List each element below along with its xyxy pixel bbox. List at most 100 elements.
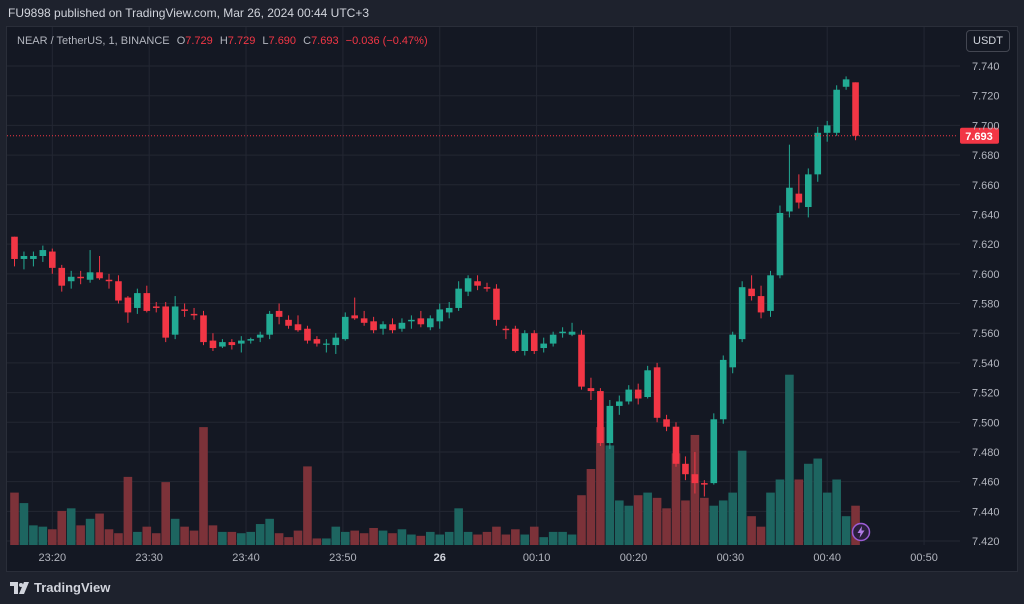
- candle-body: [20, 256, 28, 259]
- candle-body: [578, 334, 585, 387]
- last-price-label: 7.693: [965, 131, 993, 143]
- candle-body: [313, 339, 321, 344]
- candle-body: [408, 319, 415, 322]
- candle-body: [115, 281, 122, 301]
- y-tick-label: 7.660: [972, 180, 1000, 192]
- candle-body: [219, 342, 226, 347]
- volume-bar: [785, 374, 794, 545]
- volume-bar: [142, 526, 152, 545]
- volume-bar: [104, 529, 114, 545]
- candle-body: [795, 193, 803, 203]
- volume-bar: [416, 535, 426, 545]
- y-tick-label: 7.500: [972, 417, 1000, 429]
- volume-bar: [227, 531, 237, 545]
- volume-bar: [766, 492, 775, 545]
- high-label: H: [219, 35, 228, 47]
- volume-bar: [133, 531, 142, 545]
- x-tick-label: 00:50: [910, 552, 938, 564]
- volume-bar: [520, 534, 530, 545]
- candle-body: [39, 250, 47, 256]
- y-tick-label: 7.540: [972, 358, 1000, 370]
- candle-body: [285, 319, 292, 326]
- x-tick-label: 26: [434, 552, 446, 564]
- volume-bar: [615, 500, 624, 545]
- candle-body: [304, 328, 311, 341]
- low-value: 7.690: [268, 35, 297, 47]
- candle-body: [767, 275, 774, 311]
- candle-body: [710, 419, 718, 484]
- last-price-badge: [960, 127, 999, 144]
- y-tick-label: 7.420: [972, 536, 1000, 548]
- y-tick-label: 7.640: [972, 209, 1000, 221]
- candle-body: [341, 316, 349, 340]
- volume-bar: [804, 463, 813, 545]
- volume-bar: [492, 526, 501, 545]
- candle-body: [134, 293, 141, 308]
- candle-body: [445, 307, 453, 313]
- volume-bar: [567, 534, 577, 545]
- y-tick-label: 7.440: [972, 506, 1000, 518]
- symbol-legend: NEAR / TetherUS, 1, BINANCE O7.729 H7.72…: [17, 35, 428, 47]
- candle-body: [540, 343, 547, 349]
- volume-bar: [747, 516, 756, 545]
- volume-bar: [662, 508, 671, 545]
- candle-body: [729, 334, 736, 368]
- candle-body: [58, 267, 66, 286]
- volume-bar: [303, 466, 312, 545]
- volume-bar: [38, 526, 48, 545]
- x-tick-label: 00:10: [523, 552, 551, 564]
- candle-body: [389, 324, 396, 331]
- volume-bar: [322, 538, 331, 545]
- volume-bar: [426, 531, 435, 545]
- volume-bar: [596, 427, 605, 545]
- volume-bar: [813, 458, 823, 545]
- lightning-icon[interactable]: [851, 522, 871, 542]
- candle-body: [105, 279, 113, 282]
- tradingview-brand[interactable]: TradingView: [10, 580, 110, 595]
- volume-bar: [369, 527, 378, 545]
- candle-body: [30, 256, 37, 259]
- volume-bar: [671, 453, 681, 545]
- candle-body: [502, 328, 510, 331]
- volume-bar: [718, 500, 728, 545]
- volume-bar: [378, 530, 388, 545]
- y-tick-label: 7.620: [972, 239, 1000, 251]
- x-tick-label: 23:40: [232, 552, 260, 564]
- x-tick-label: 00:30: [717, 552, 745, 564]
- candle-body: [663, 419, 670, 427]
- candle-body: [852, 82, 859, 136]
- candle-body: [672, 426, 680, 464]
- volume-bar: [633, 495, 643, 545]
- volume-bar: [397, 529, 407, 545]
- volume-bar: [284, 537, 293, 545]
- candle-body: [805, 174, 812, 208]
- candle-body: [748, 288, 755, 297]
- volume-bar: [681, 500, 690, 545]
- candle-body: [568, 331, 576, 335]
- volume-bar: [511, 529, 520, 545]
- volume-bar: [586, 469, 596, 545]
- volume-bar: [700, 497, 709, 545]
- y-tick-label: 7.520: [972, 388, 1000, 400]
- x-tick-label: 00:40: [813, 552, 841, 564]
- candle-body: [427, 318, 434, 328]
- candle-body: [238, 340, 245, 344]
- candle-body: [616, 401, 623, 406]
- volume-bar: [473, 534, 482, 545]
- candle-body: [814, 132, 822, 175]
- x-tick-label: 23:20: [39, 552, 67, 564]
- candle-body: [549, 334, 557, 344]
- symbol-title[interactable]: NEAR / TetherUS, 1, BINANCE: [17, 35, 170, 47]
- x-tick-label: 00:20: [620, 552, 648, 564]
- candle-body: [96, 272, 103, 279]
- volume-bar: [501, 534, 511, 545]
- volume-bar: [199, 427, 208, 545]
- candle-body: [530, 333, 538, 351]
- currency-button[interactable]: USDT: [966, 30, 1010, 52]
- volume-bar: [529, 526, 539, 545]
- high-value: 7.729: [227, 35, 256, 47]
- x-tick-label: 23:30: [135, 552, 163, 564]
- volume-bar: [10, 492, 19, 545]
- candle-body: [559, 331, 566, 334]
